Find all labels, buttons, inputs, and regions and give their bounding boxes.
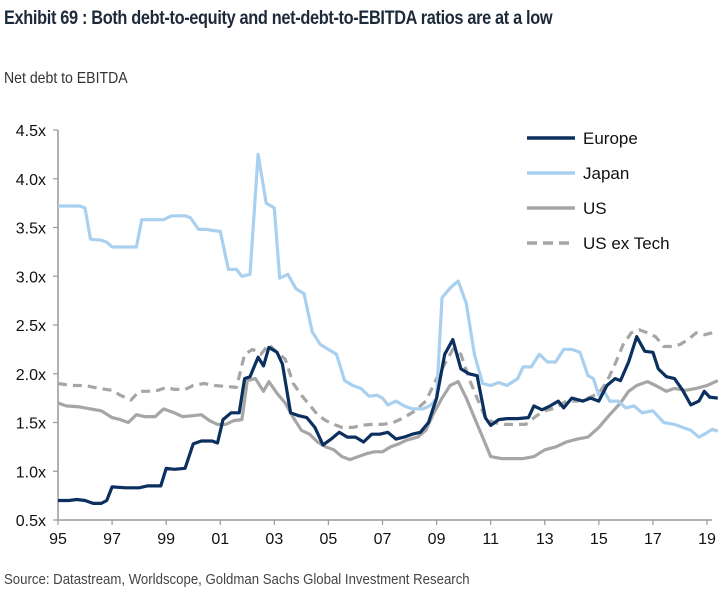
x-tick-label: 97 bbox=[103, 531, 121, 548]
x-tick-label: 01 bbox=[211, 531, 229, 548]
legend-label: US bbox=[583, 199, 607, 218]
series-line-japan bbox=[58, 152, 719, 439]
y-tick-label: 3.5x bbox=[16, 221, 46, 238]
y-tick-label: 1.5x bbox=[16, 416, 46, 433]
x-tick-label: 07 bbox=[374, 531, 392, 548]
series-layer bbox=[57, 152, 719, 505]
x-tick-label: 19 bbox=[698, 531, 716, 548]
x-tick-label: 17 bbox=[644, 531, 662, 548]
x-tick-label: 11 bbox=[482, 531, 499, 548]
y-tick-label: 3.0x bbox=[16, 269, 46, 286]
y-tick-label: 0.5x bbox=[16, 513, 46, 530]
x-tick-label: 09 bbox=[428, 531, 446, 548]
y-tick-label: 1.0x bbox=[16, 464, 46, 481]
x-tick-label: 95 bbox=[49, 531, 67, 548]
series-line-us-ex-tech bbox=[57, 328, 718, 429]
legend-label: Japan bbox=[583, 164, 629, 183]
legend: Europe Japan US US ex Tech bbox=[527, 129, 670, 253]
y-tick-label: 4.5x bbox=[16, 123, 46, 140]
legend-label: Europe bbox=[583, 129, 638, 148]
y-tick-label: 4.0x bbox=[16, 172, 46, 189]
series-line-europe bbox=[58, 335, 718, 505]
x-tick-label: 13 bbox=[536, 531, 554, 548]
x-tick-label: 05 bbox=[320, 531, 338, 548]
x-tick-label: 99 bbox=[157, 531, 175, 548]
x-tick-label: 03 bbox=[265, 531, 283, 548]
legend-label: US ex Tech bbox=[583, 234, 670, 253]
series-line-us bbox=[57, 377, 719, 462]
chart-title: Exhibit 69 : Both debt-to-equity and net… bbox=[4, 8, 553, 29]
source-note: Source: Datastream, Worldscope, Goldman … bbox=[4, 571, 470, 588]
axes: 0.5x 1.0x 1.5x 2.0x 2.5x 3.0x 3.5x 4.0x 4.5x 95 97… bbox=[16, 123, 716, 548]
y-axis-label: Net debt to EBITDA bbox=[4, 70, 128, 87]
x-tick-label: 15 bbox=[590, 531, 608, 548]
y-tick-label: 2.0x bbox=[16, 367, 46, 384]
y-tick-label: 2.5x bbox=[16, 318, 46, 335]
